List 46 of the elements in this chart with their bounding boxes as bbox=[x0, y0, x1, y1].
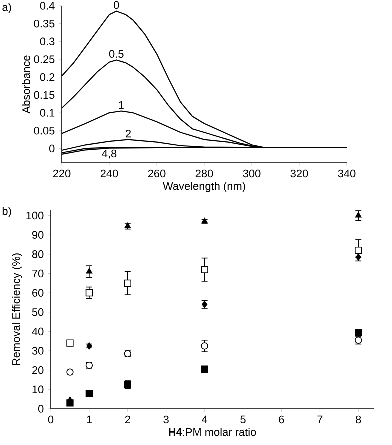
text: a) bbox=[2, 3, 12, 14]
y-tick-label: 30 bbox=[32, 347, 44, 355]
y-tick-label: 0.2 bbox=[40, 73, 55, 82]
y-tick-label: 0.25 bbox=[34, 56, 55, 64]
x-tick-label: 280 bbox=[196, 170, 214, 178]
y-tick-label: 10 bbox=[32, 386, 44, 394]
y-tick-label: 0.4 bbox=[40, 2, 55, 10]
x-tick-label: 3 bbox=[164, 416, 169, 424]
text: b) bbox=[2, 207, 12, 218]
x-tick-label: 7 bbox=[318, 416, 323, 424]
y-tick-label: 0.35 bbox=[34, 20, 55, 28]
x-tick-label: 320 bbox=[290, 170, 308, 178]
series-label: 2 bbox=[126, 130, 131, 138]
y-axis-title: Removal Efficiency (%) bbox=[12, 254, 22, 366]
y-tick-label: 90 bbox=[32, 231, 44, 239]
x-tick-label: 340 bbox=[338, 170, 356, 178]
x-tick-label: 8 bbox=[356, 416, 362, 424]
series-label: 0.5 bbox=[109, 50, 124, 58]
y-tick-label: 80 bbox=[32, 250, 44, 258]
series-label: 0 bbox=[114, 1, 120, 10]
x-tick-label: 6 bbox=[279, 416, 284, 424]
y-tick-label: 60 bbox=[32, 289, 44, 297]
x-axis-title: Wavelength (nm) bbox=[163, 182, 246, 192]
x-axis-title: H4:PM molar ratio bbox=[169, 428, 256, 436]
x-tick-label: 5 bbox=[240, 416, 246, 424]
x-tick-label: 220 bbox=[53, 170, 71, 178]
y-axis-title: Absorbance bbox=[22, 56, 30, 114]
y-tick-label: 70 bbox=[32, 270, 44, 278]
y-tick-label: 40 bbox=[32, 328, 44, 336]
y-tick-label: 0.15 bbox=[34, 91, 55, 100]
x-tick-label: 2 bbox=[125, 416, 130, 424]
x-tick-label: 1 bbox=[87, 416, 92, 424]
y-tick-label: 0 bbox=[38, 405, 44, 413]
x-tick-label: 4 bbox=[202, 416, 208, 424]
y-tick-label: 0.05 bbox=[34, 127, 55, 135]
y-tick-label: 0.1 bbox=[40, 109, 55, 117]
y-tick-label: 20 bbox=[32, 366, 44, 374]
y-tick-label: 50 bbox=[32, 308, 44, 316]
y-tick-label: 0.3 bbox=[40, 38, 55, 46]
x-tick-label: 260 bbox=[148, 170, 166, 178]
x-tick-label: 300 bbox=[243, 170, 261, 178]
series-label: 1 bbox=[119, 102, 124, 110]
y-tick-label: 0 bbox=[49, 144, 55, 153]
x-tick-label: 240 bbox=[100, 170, 118, 178]
series-label: 4,8 bbox=[102, 150, 117, 159]
y-tick-label: 100 bbox=[26, 212, 44, 220]
